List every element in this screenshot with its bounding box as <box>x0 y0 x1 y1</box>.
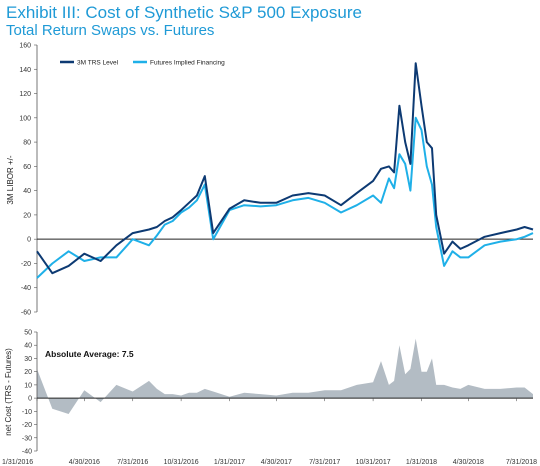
x-tick-label: 10/31/2016 <box>164 459 199 466</box>
top-y-tick-label: 140 <box>19 67 31 74</box>
x-tick-label: 1/31/2016 <box>2 459 33 466</box>
bottom-y-tick-label: 20 <box>24 369 32 376</box>
top-y-tick-label: 60 <box>23 164 31 171</box>
x-tick-label: 1/31/2018 <box>406 459 437 466</box>
x-tick-label: 10/31/2017 <box>356 459 391 466</box>
top-y-tick-label: 120 <box>19 91 31 98</box>
x-tick-label: 4/30/2016 <box>69 459 100 466</box>
bottom-panel-axes: -40 -30 -20 -10 0 10 20 30 40 50 <box>22 330 533 456</box>
top-y-tick-label: 20 <box>23 212 31 219</box>
top-y-tick-label: 100 <box>19 115 31 122</box>
bottom-y-axis-label: net Cost (TRS - Futures) <box>4 348 13 436</box>
top-y-tick-label: 0 <box>27 237 31 244</box>
top-panel-axes: -60 -40 -20 0 20 40 60 80 100 120 140 160 <box>19 43 533 317</box>
net-cost-area <box>37 338 533 414</box>
x-tick-label: 7/31/2016 <box>117 459 148 466</box>
legend: 3M TRS Level Futures Implied Financing <box>56 55 242 69</box>
bottom-y-tick-label: -30 <box>22 435 32 442</box>
series-line-futures <box>36 116 534 279</box>
bottom-panel-area <box>37 338 533 414</box>
legend-box <box>56 55 242 69</box>
top-y-axis-label: 3M LIBOR +/- <box>6 155 15 204</box>
bottom-y-tick-label: 0 <box>28 396 32 403</box>
top-y-tick-label: 160 <box>19 43 31 50</box>
bottom-y-tick-label: -10 <box>22 409 32 416</box>
bottom-y-tick-label: -40 <box>22 449 32 456</box>
legend-label-futures: Futures Implied Financing <box>150 60 225 67</box>
bottom-y-tick-label: 40 <box>24 343 32 350</box>
bottom-y-tick-label: -20 <box>22 422 32 429</box>
chart-title: Exhibit III: Cost of Synthetic S&P 500 E… <box>6 3 362 22</box>
bottom-y-tick-label: 30 <box>24 356 32 363</box>
top-y-tick-label: 40 <box>23 188 31 195</box>
x-tick-label: 1/31/2017 <box>214 459 245 466</box>
top-y-tick-label: -20 <box>21 261 31 268</box>
x-axis-ticks: 1/31/2016 4/30/2016 7/31/2016 10/31/2016 1/3… <box>2 398 537 466</box>
top-y-tick-label: 80 <box>23 140 31 147</box>
top-y-tick-label: -60 <box>21 310 31 317</box>
x-tick-label: 7/31/2017 <box>309 459 340 466</box>
x-tick-label: 4/30/2018 <box>453 459 484 466</box>
bottom-y-tick-label: 50 <box>24 330 32 337</box>
bottom-y-tick-label: 10 <box>24 382 32 389</box>
top-panel-series <box>36 62 534 279</box>
x-tick-label: 4/30/2017 <box>261 459 292 466</box>
x-tick-label: 7/31/2018 <box>506 459 537 466</box>
chart-subtitle: Total Return Swaps vs. Futures <box>6 22 215 39</box>
series-line-trs <box>36 62 534 275</box>
legend-label-trs: 3M TRS Level <box>77 60 119 67</box>
absolute-average-annotation: Absolute Average: 7.5 <box>45 349 134 359</box>
top-y-tick-label: -40 <box>21 285 31 292</box>
